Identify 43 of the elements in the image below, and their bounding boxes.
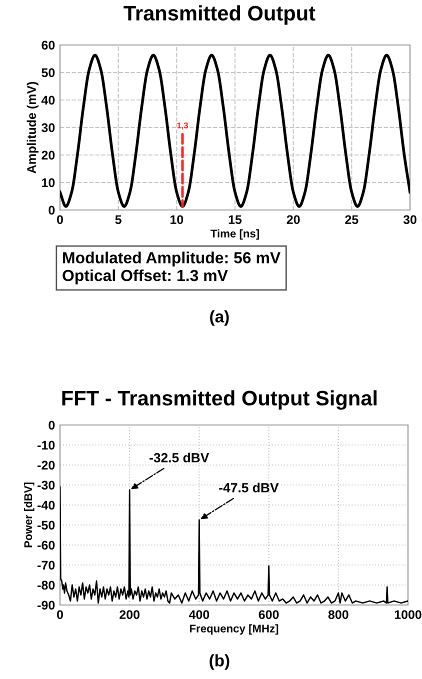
- x-tick-label: 20: [286, 215, 300, 224]
- chart-title: FFT - Transmitted Output Signal: [62, 390, 377, 410]
- text: Optical Offset: 1.3 mV: [62, 269, 228, 284]
- x-tick-label: 15: [228, 215, 242, 224]
- x-tick-label: 10: [170, 215, 184, 224]
- y-tick-label: -70: [38, 560, 55, 570]
- y-tick-label: 50: [42, 68, 55, 78]
- y-tick-label: -30: [38, 480, 55, 490]
- x-tick-label: 0: [57, 215, 63, 224]
- y-tick-label: 40: [41, 96, 55, 105]
- x-tick-label: 400: [188, 610, 210, 620]
- annotation: -32.5 dBV: [150, 452, 210, 462]
- y-tick-label: -40: [38, 500, 55, 510]
- x-tick-label: 1000: [394, 610, 422, 620]
- y-tick-label: 0: [48, 206, 55, 215]
- x-tick-label: 0: [57, 610, 63, 620]
- x-tick-label: 800: [328, 610, 348, 620]
- x-tick-label: 25: [345, 215, 358, 224]
- text: Modulated Amplitude: 56 mV: [63, 252, 280, 267]
- annotation: 1,3: [177, 122, 188, 130]
- y-tick-label: 60: [42, 40, 55, 50]
- y-axis-title: Amplitude (mV): [26, 82, 38, 174]
- x-tick-label: 600: [258, 610, 279, 620]
- y-tick-label: -90: [38, 600, 55, 610]
- y-tick-label: -50: [38, 520, 55, 530]
- y-tick-label: -20: [38, 460, 55, 470]
- x-axis-title: Frequency [MHz]: [190, 624, 278, 635]
- x-tick-label: 200: [120, 610, 140, 620]
- y-axis-title: Power [dBV]: [24, 482, 34, 548]
- x-tick-label: 30: [403, 215, 416, 224]
- y-tick-label: 0: [48, 420, 55, 430]
- chart-title: Transmitted Output: [124, 5, 316, 25]
- x-tick-label: 5: [115, 215, 122, 224]
- text: (a): [210, 310, 229, 326]
- y-tick-label: 10: [42, 178, 55, 188]
- y-tick-label: -60: [38, 540, 55, 550]
- annotation: -47.5 dBV: [219, 482, 279, 492]
- x-axis-title: Time [ns]: [210, 229, 259, 240]
- y-tick-label: -80: [38, 580, 55, 590]
- y-tick-label: 20: [42, 150, 55, 160]
- text: (b): [210, 654, 230, 670]
- y-tick-label: -10: [38, 440, 55, 450]
- y-tick-label: 30: [42, 123, 55, 132]
